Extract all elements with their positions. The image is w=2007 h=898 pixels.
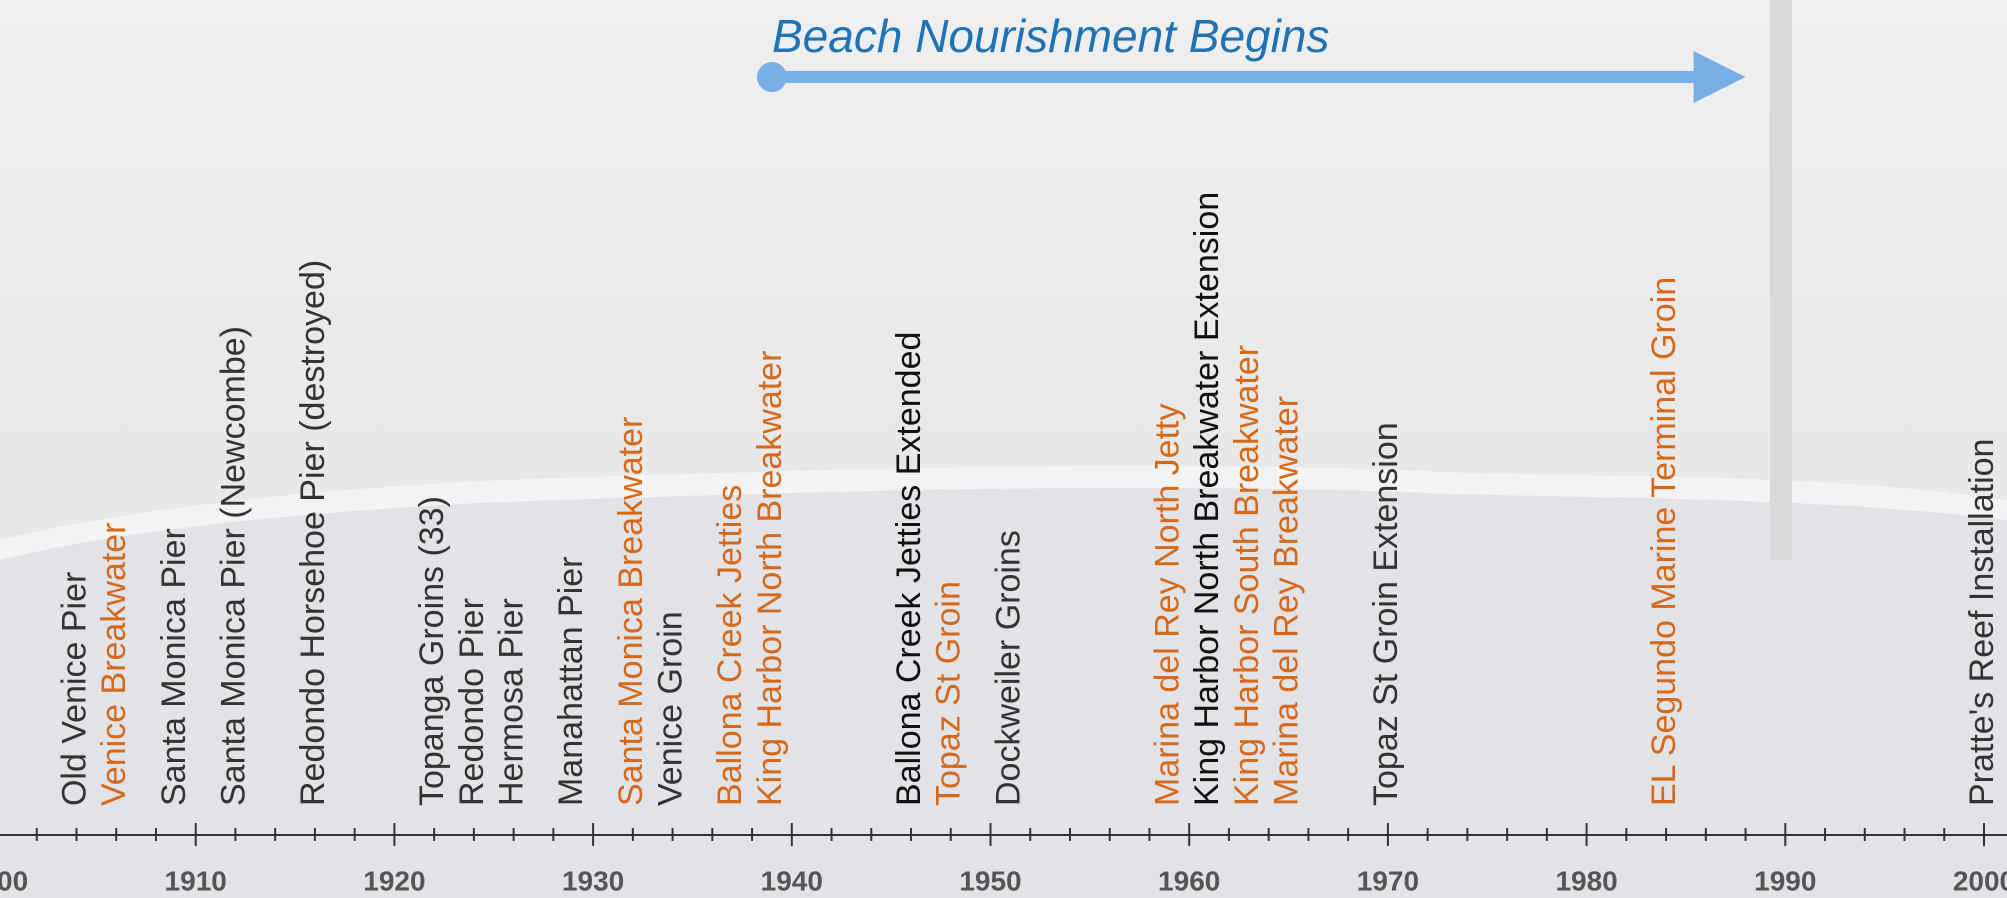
event-label: Ballona Creek Jetties [711,485,749,806]
event-label: Santa Monica Pier (Newcombe) [214,326,252,806]
event-label: Old Venice Pier [55,572,93,806]
event-label: Venice Breakwater [95,523,133,807]
x-tick-label: 1920 [363,865,425,896]
event-label: King Harbor North Breakwater Extension [1188,192,1226,806]
event-label: Pratte's Reef Installation [1963,439,2001,806]
x-tick-label: 1960 [1158,865,1220,896]
annotation-title: Beach Nourishment Begins [772,10,1329,62]
event-label: Topaz St Groin Extension [1367,422,1405,806]
annotation-head [1693,51,1746,103]
event-label: Santa Monica Breakwater [612,417,650,806]
event-label: Dockweiler Groins [989,530,1027,806]
x-tick-label: 1930 [562,865,624,896]
x-tick-label: 1970 [1357,865,1419,896]
land [0,0,2007,540]
beach [0,465,2007,560]
x-tick-label: 1950 [959,865,1021,896]
event-label: King Harbor North Breakwater [751,351,789,806]
event-label: Redondo Horsehoe Pier (destroyed) [294,260,332,806]
x-tick-label: 1910 [165,865,227,896]
jetty [1770,0,1792,560]
x-tick-label: 2000 [1953,865,2007,896]
x-tick-label: 1900 [0,865,28,896]
x-tick-label: 1980 [1555,865,1617,896]
event-label: Topaz St Groin [930,581,968,806]
event-label: Hermosa Pier [493,598,531,806]
event-label: Marina del Rey Breakwater [1268,396,1306,806]
event-label: Marina del Rey North Jetty [1148,404,1186,807]
event-label: Manahattan Pier [552,557,590,807]
x-tick-label: 1940 [761,865,823,896]
event-label: EL Segundo Marine Terminal Groin [1645,277,1683,806]
event-label: Santa Monica Pier [155,528,193,806]
annotation-start [756,62,787,92]
event-label: Ballona Creek Jetties Extended [890,332,928,806]
event-label: King Harbor South Breakwater [1228,345,1266,806]
x-tick-label: 1990 [1754,865,1816,896]
event-label: Topanga Groins (33) [413,496,451,806]
event-label: Venice Groin [652,611,690,806]
event-label: Redondo Pier [453,598,491,806]
